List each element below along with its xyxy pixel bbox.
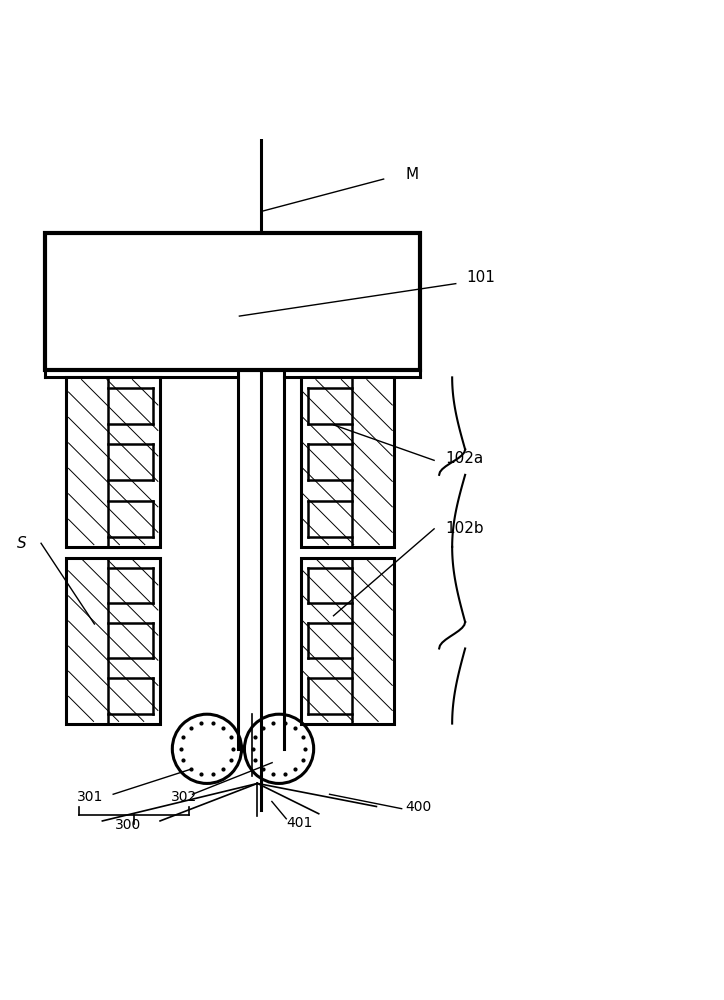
Bar [67, 558, 160, 724]
Bar [45, 233, 420, 370]
Text: 400: 400 [405, 800, 432, 814]
Bar [300, 377, 395, 547]
Text: 102b: 102b [445, 521, 484, 536]
Bar [67, 377, 160, 547]
Text: 300: 300 [114, 818, 140, 832]
Text: 101: 101 [466, 270, 495, 285]
Text: 302: 302 [171, 790, 197, 804]
Text: 401: 401 [286, 816, 313, 830]
Bar [300, 558, 395, 724]
Text: M: M [405, 167, 418, 182]
Text: 301: 301 [77, 790, 104, 804]
Text: S: S [17, 536, 27, 551]
Text: 102a: 102a [445, 451, 483, 466]
